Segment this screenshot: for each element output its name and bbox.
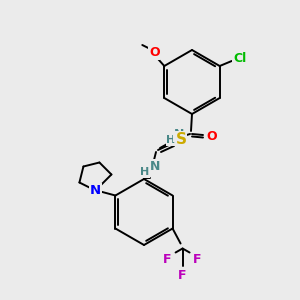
Text: H: H [167,135,176,145]
Text: N: N [174,128,184,142]
Text: O: O [149,46,160,59]
Text: F: F [163,253,172,266]
Text: N: N [150,160,160,172]
Text: F: F [193,253,202,266]
Text: O: O [207,130,217,142]
Text: N: N [90,184,101,197]
Text: S: S [176,131,187,146]
Text: F: F [178,269,187,282]
Text: H: H [140,167,150,177]
Text: Cl: Cl [233,52,246,65]
